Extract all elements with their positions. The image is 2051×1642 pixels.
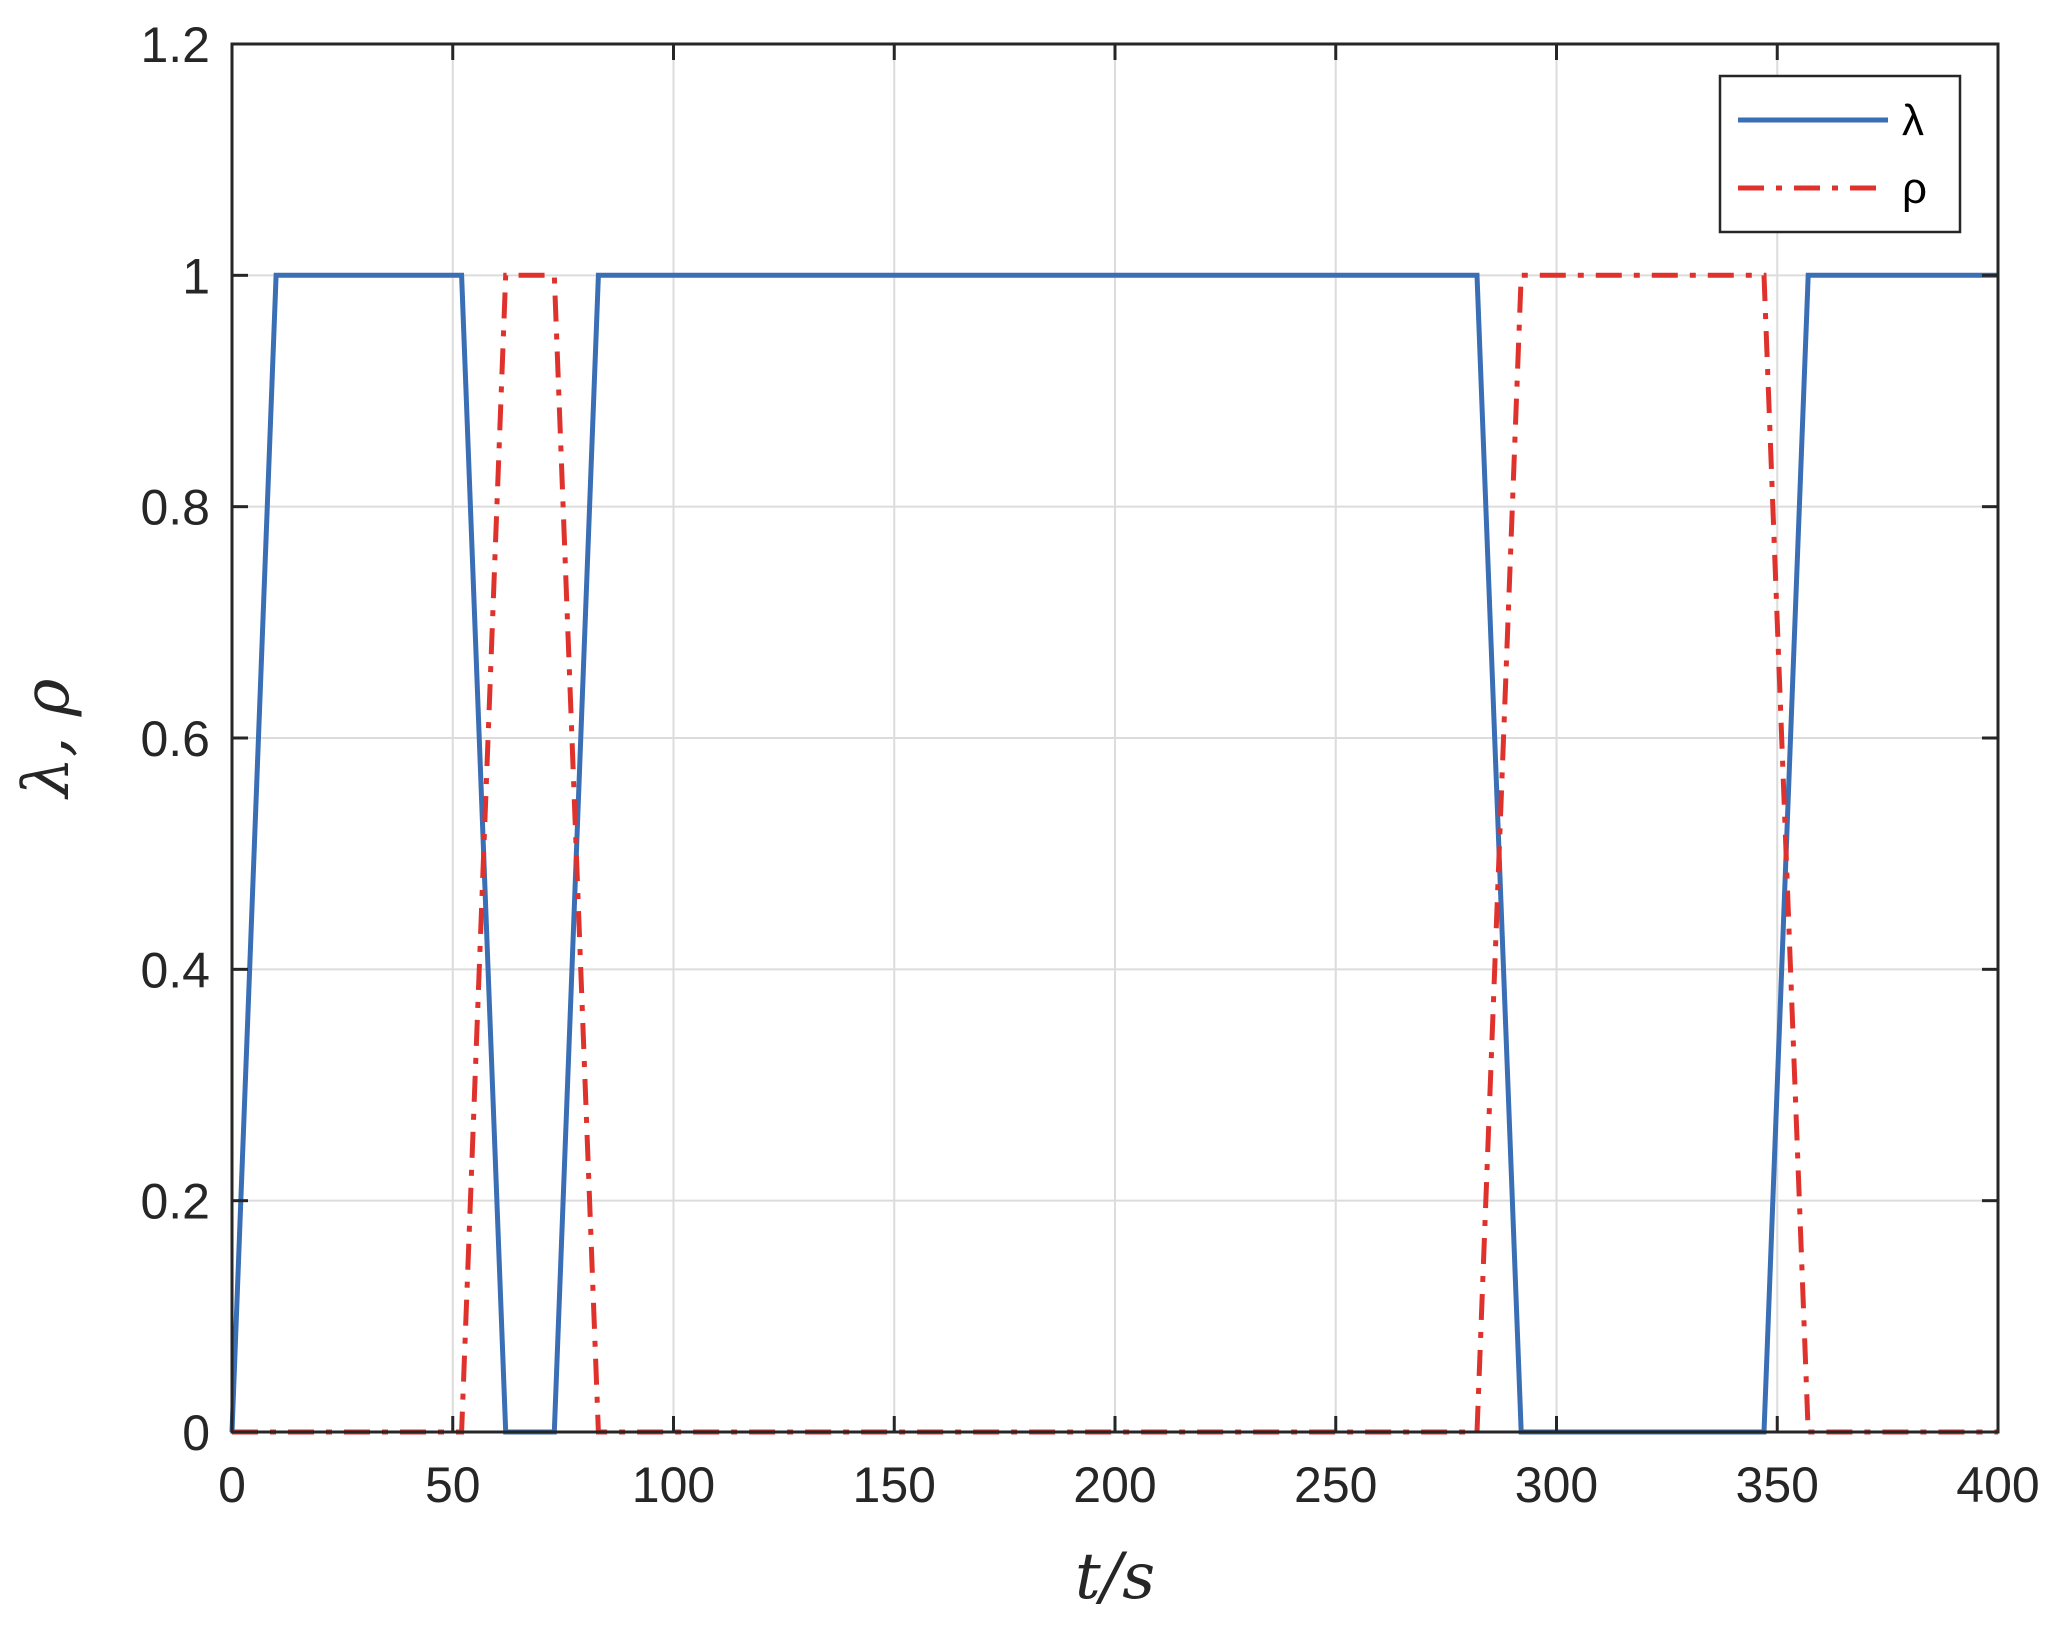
- series-line-0: [229, 272, 1998, 1435]
- x-tick-label: 300: [1515, 1457, 1598, 1513]
- legend-label-0: λ: [1902, 96, 1924, 145]
- legend-box: [1718, 74, 1962, 234]
- x-tick-label: 400: [1956, 1457, 2039, 1513]
- x-tick-label: 150: [853, 1457, 936, 1513]
- x-tick-label: 350: [1736, 1457, 1819, 1513]
- legend-label-1: ρ: [1902, 164, 1927, 213]
- y-tick-label: 0.4: [140, 942, 210, 998]
- y-tick-label: 0.2: [140, 1174, 210, 1230]
- ticks: 0 50 100 150 200 250 300 350 400 0 0.2 0.4 0.6 0.8 1 1.…: [140, 17, 2039, 1513]
- y-tick-label: 0.6: [140, 711, 210, 767]
- legend: λρ: [1718, 74, 1962, 234]
- x-tick-label: 50: [425, 1457, 481, 1513]
- y-tick-label: 0.8: [140, 480, 210, 536]
- x-tick-label: 250: [1294, 1457, 1377, 1513]
- y-tick-label: 0: [182, 1405, 210, 1461]
- y-tick-label: 1: [182, 248, 210, 304]
- y-axis-title: λ, ρ: [10, 678, 84, 800]
- x-tick-label: 200: [1073, 1457, 1156, 1513]
- x-tick-label: 0: [218, 1457, 246, 1513]
- x-tick-label: 100: [632, 1457, 715, 1513]
- x-axis-title: t/s: [1075, 1540, 1155, 1614]
- y-tick-label: 1.2: [140, 17, 210, 73]
